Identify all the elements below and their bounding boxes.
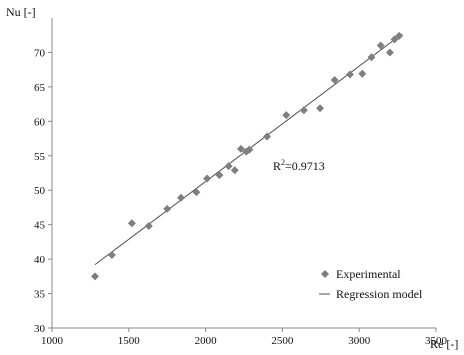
data-point (395, 31, 404, 40)
y-tick-label: 50 (34, 185, 46, 197)
data-point (215, 171, 224, 180)
y-tick-label: 40 (34, 254, 46, 266)
r-squared-annotation: R2=0.9713 (273, 158, 325, 173)
data-point (330, 76, 339, 84)
y-tick-label: 60 (34, 116, 46, 128)
y-tick-label: 35 (34, 289, 46, 301)
x-axis-title: Re [-] (430, 337, 458, 351)
x-tick-label: 3500 (425, 335, 448, 347)
r-squared-superscript: 2 (281, 158, 285, 167)
data-point (144, 222, 153, 231)
data-point (245, 145, 254, 154)
data-point (390, 35, 399, 44)
data-point (282, 111, 291, 120)
data-point (107, 250, 116, 259)
data-point (192, 188, 201, 197)
legend-marker-experimental (321, 270, 329, 278)
legend-label-regression: Regression model (336, 287, 423, 301)
x-tick-label: 2500 (271, 335, 294, 347)
x-axis-ticks: 1000 1500 2000 2500 3000 3500 (41, 328, 448, 347)
x-tick-label: 1000 (41, 335, 64, 347)
data-point (376, 41, 385, 50)
x-tick-label: 3000 (348, 335, 371, 347)
data-point (127, 219, 136, 228)
data-point (177, 193, 186, 202)
data-point (316, 104, 325, 113)
y-axis-ticks: 30 35 40 45 50 55 60 65 70 (34, 47, 52, 335)
y-tick-label: 45 (34, 220, 46, 232)
x-tick-label: 1500 (118, 335, 141, 347)
data-point (358, 69, 367, 78)
y-tick-label: 65 (34, 82, 46, 94)
data-point (385, 48, 394, 57)
legend: Experimental Regression model (319, 267, 423, 301)
r-squared-prefix: R (273, 159, 281, 173)
data-point (224, 162, 233, 171)
y-tick-label: 30 (34, 323, 46, 335)
legend-label-experimental: Experimental (336, 267, 401, 281)
data-point (203, 174, 212, 183)
data-point (367, 53, 376, 62)
data-point (230, 166, 239, 175)
data-point (299, 106, 308, 115)
data-point (263, 132, 272, 141)
y-axis-title: Nu [-] (6, 5, 36, 19)
y-tick-label: 55 (34, 151, 46, 163)
data-point (345, 70, 354, 79)
y-tick-label: 70 (34, 47, 46, 59)
data-point (91, 272, 100, 281)
r-squared-value: =0.9713 (285, 159, 325, 173)
data-point (163, 204, 172, 213)
data-point (236, 144, 245, 153)
plot-area (91, 31, 404, 281)
x-tick-label: 2000 (195, 335, 218, 347)
